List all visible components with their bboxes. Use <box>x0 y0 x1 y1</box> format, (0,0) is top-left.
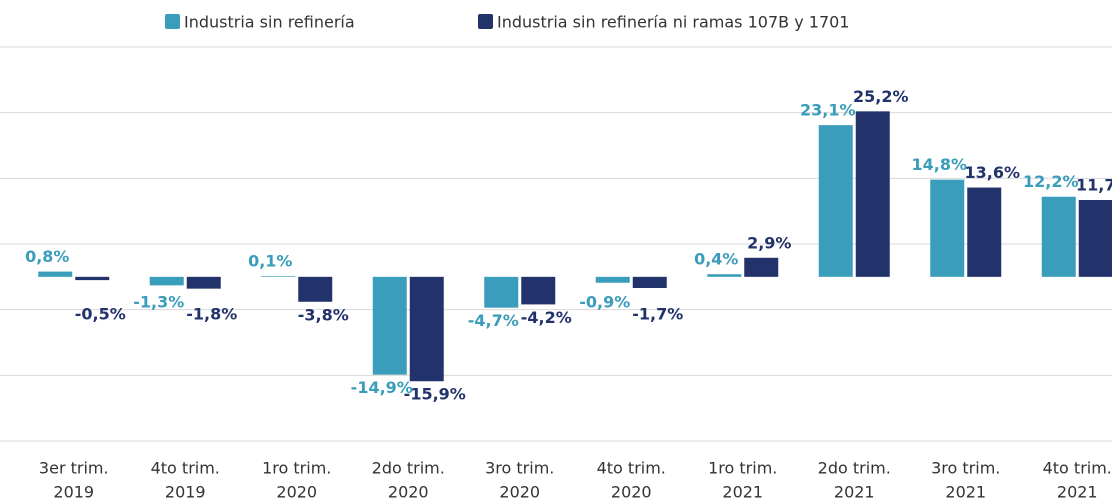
x-tick-label: 2021 <box>1057 483 1098 502</box>
data-label: 23,1% <box>800 101 856 120</box>
bar <box>595 276 630 283</box>
bar <box>372 276 407 375</box>
x-tick-label: 2021 <box>722 483 763 502</box>
bar <box>261 276 296 277</box>
bar <box>632 276 667 288</box>
data-label: -15,9% <box>404 385 466 404</box>
data-label: 2,9% <box>747 233 791 252</box>
bar <box>967 187 1002 277</box>
bar <box>930 179 965 277</box>
data-label: 0,8% <box>25 247 69 266</box>
x-tick-label: 4to trim. <box>597 459 666 478</box>
bar <box>409 276 444 382</box>
bar <box>855 111 890 277</box>
bar <box>484 276 519 308</box>
bar <box>707 274 742 277</box>
x-tick-label: 3ro trim. <box>485 459 554 478</box>
x-tick-label: 2020 <box>276 483 317 502</box>
data-label: -0,9% <box>579 292 630 311</box>
data-label: -1,3% <box>133 292 184 311</box>
x-tick-label: 2020 <box>499 483 540 502</box>
data-label: 0,1% <box>248 252 292 271</box>
x-tick-label: 4to trim. <box>151 459 220 478</box>
data-label: 14,8% <box>911 155 967 174</box>
x-tick-label: 2021 <box>945 483 986 502</box>
x-tick-label: 2019 <box>165 483 206 502</box>
x-tick-label: 4to trim. <box>1043 459 1112 478</box>
data-label: 0,4% <box>694 250 738 269</box>
bar <box>1041 196 1076 277</box>
bar <box>298 276 333 302</box>
data-label: -1,8% <box>186 304 237 323</box>
x-tick-label: 2do trim. <box>372 459 445 478</box>
bar <box>75 276 110 281</box>
x-tick-label: 2021 <box>834 483 875 502</box>
legend-label: Industria sin refinería ni ramas 107B y … <box>497 13 849 32</box>
data-label: 25,2% <box>853 87 909 106</box>
data-label: -4,2% <box>521 308 572 327</box>
legend-swatch <box>478 14 493 29</box>
data-label: -1,7% <box>632 304 683 323</box>
bar <box>186 276 221 289</box>
data-label: 11,7% <box>1076 176 1112 195</box>
x-tick-label: 3ro trim. <box>931 459 1000 478</box>
x-tick-label: 1ro trim. <box>262 459 331 478</box>
data-label: 12,2% <box>1023 172 1079 191</box>
x-tick-label: 2020 <box>388 483 429 502</box>
bar <box>521 276 556 305</box>
data-label: -14,9% <box>351 378 413 397</box>
data-label: -3,8% <box>298 305 349 324</box>
x-tick-label: 2do trim. <box>818 459 891 478</box>
data-label: -4,7% <box>468 311 519 330</box>
legend-swatch <box>165 14 180 29</box>
x-tick-label: 2020 <box>611 483 652 502</box>
x-tick-label: 1ro trim. <box>708 459 777 478</box>
x-tick-label: 2019 <box>53 483 94 502</box>
x-tick-label: 3er trim. <box>39 459 109 478</box>
bar <box>38 271 73 277</box>
bar <box>149 276 184 286</box>
bar <box>744 257 779 277</box>
legend-label: Industria sin refinería <box>184 13 355 32</box>
bar <box>818 125 853 277</box>
data-label: 13,6% <box>964 163 1020 182</box>
bar <box>1078 200 1112 277</box>
data-label: -0,5% <box>75 304 126 323</box>
